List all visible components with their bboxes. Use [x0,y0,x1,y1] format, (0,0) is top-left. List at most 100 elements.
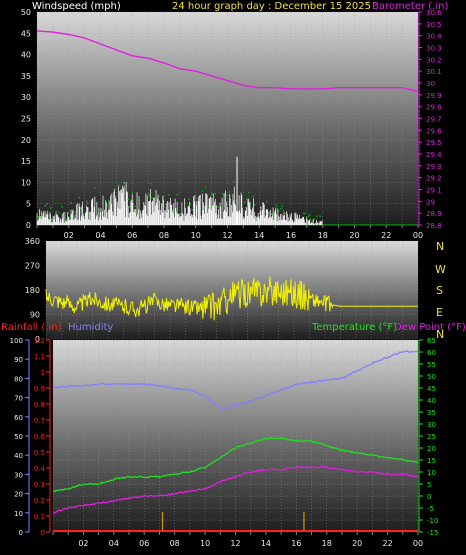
wind-panel-grid [36,11,419,226]
x-tick-label: 06 [127,231,137,240]
gust-mark [197,210,199,213]
temp-y-tick-label: 40 [427,397,436,405]
gust-mark [107,212,109,214]
temp-y-tick-label: -5 [427,505,434,513]
direction-y-tick-label: 360 [25,237,40,246]
temp-y-tick-label: 35 [427,409,436,417]
baro-y-tick-label: 30.2 [426,56,442,64]
wind-y-tick-label: 40 [21,51,31,60]
direction-panel-marks [45,276,418,321]
gust-mark [316,215,318,217]
baro-y-tick-label: 29.2 [426,175,442,183]
rain-y-tick-label: 0.7 [34,417,45,425]
gust-mark [161,204,163,206]
x-tick-label: 00 [413,231,423,240]
x-tick-label: 04 [95,231,105,240]
gust-mark [275,205,278,207]
humidity-y-tick-label: 0 [19,529,23,537]
humidity-axis-label: Humidity [68,322,113,333]
temp-y-tick-label: 65 [427,337,436,345]
gust-mark [319,215,321,217]
gust-mark [312,220,314,223]
humidity-y-tick-label: 20 [14,491,23,499]
gust-mark [135,211,138,214]
x-tick-label: 20 [349,231,359,240]
baro-y-tick-label: 29.4 [426,151,442,159]
gust-mark [225,203,227,205]
gust-mark [70,202,72,204]
gust-mark [271,213,274,215]
gust-mark [246,198,248,200]
x-tick-label: 18 [318,231,328,240]
baro-y-tick-label: 29.5 [426,139,442,147]
wind-y-tick-label: 45 [21,29,31,38]
rain-y-tick-label: 0.9 [34,385,45,393]
gust-mark [44,205,46,207]
rain-y-tick-label: 0.3 [34,481,45,489]
gust-mark [250,212,253,215]
gust-mark [148,193,150,195]
gust-mark [86,200,88,203]
gust-mark [221,193,223,195]
temperature-axis-label: Temperature (°F) [311,322,397,333]
gust-mark [127,198,129,201]
wind-y-tick-label: 50 [21,8,31,17]
compass-s: S [436,284,443,297]
temp-y-tick-label: 20 [427,445,436,453]
rainfall-axis-label: Rainfall (.in) [1,322,62,333]
x-tick-label: 14 [261,539,271,548]
gust-mark [303,212,305,214]
gust-mark [217,206,219,208]
gust-mark [229,195,231,197]
baro-y-tick-label: 29.9 [426,92,442,100]
gust-mark [285,212,287,215]
wind-y-tick-label: 10 [21,178,31,187]
direction-y-tick-label: 0 [35,335,40,344]
gust-mark [270,212,272,215]
gust-mark [255,218,257,220]
gust-mark [86,202,89,205]
gust-mark [151,197,153,199]
humidity-y-tick-label: 100 [10,337,23,345]
temp-y-tick-label: 55 [427,361,436,369]
gust-mark [69,215,72,217]
dewpoint-axis-label: Dew Point (°F) [394,322,466,333]
gust-mark [78,196,80,199]
gust-mark [65,219,67,221]
x-tick-label: 10 [191,231,201,240]
humidity-y-tick-label: 10 [14,510,23,518]
gust-mark [180,212,182,215]
temp-y-tick-label: 15 [427,457,436,465]
gust-mark [278,210,280,212]
x-tick-label: 22 [382,539,392,548]
gust-mark [37,215,40,218]
gust-mark [105,201,108,203]
gust-mark [55,210,57,213]
gust-mark [118,184,120,186]
rain-y-tick-label: 1 [41,369,45,377]
gust-mark [309,214,311,216]
rain-y-tick-label: 1.1 [34,353,45,361]
gust-mark [215,209,217,211]
windspeed-axis-label: Windspeed (mph) [32,1,121,12]
gust-mark [265,211,267,213]
gust-mark [271,213,273,215]
compass-e: E [436,306,443,319]
gust-mark [229,190,231,193]
temp-y-tick-label: -10 [427,517,438,525]
wind-y-tick-label: 15 [21,157,31,166]
baro-y-tick-label: 30.4 [426,33,442,41]
x-tick-label: 16 [286,231,296,240]
humidity-y-tick-label: 50 [14,433,23,441]
humidity-y-tick-label: 90 [14,356,23,364]
baro-y-tick-label: 29.6 [426,127,442,135]
gust-mark [46,203,48,205]
gust-mark [172,209,174,211]
gust-mark [191,209,193,211]
humidity-line [52,350,419,411]
temp-y-tick-label: 60 [427,349,436,357]
gust-mark [205,185,207,188]
gust-mark [211,193,213,195]
compass-n-top: N [436,240,444,253]
